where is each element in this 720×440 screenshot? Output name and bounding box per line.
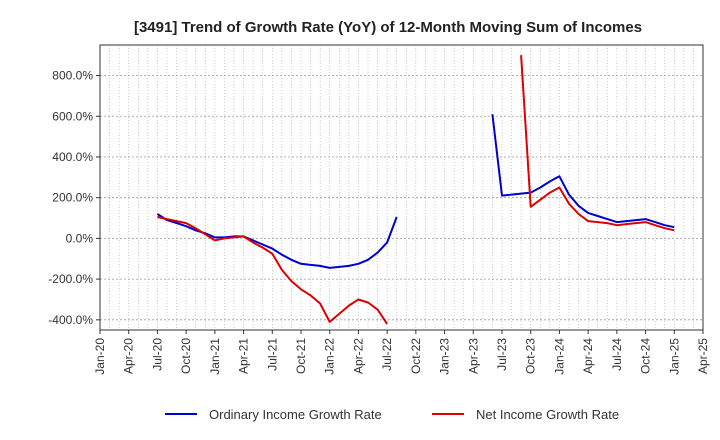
- x-tick-label: Jul-20: [150, 338, 164, 371]
- x-tick-label: Jan-24: [552, 338, 566, 375]
- series-line-1: [156, 213, 398, 269]
- legend: Ordinary Income Growth Rate Net Income Gr…: [165, 407, 619, 422]
- x-tick-label: Apr-23: [466, 338, 480, 374]
- x-tick-label: Jan-25: [667, 338, 681, 375]
- axes: -400.0% -200.0% 0.0% 200.0% 400.0% 600.0% 800.…: [48, 69, 710, 375]
- grid: [99, 45, 704, 330]
- x-tick-label: Oct-20: [179, 338, 193, 374]
- plot-frame: [99, 44, 704, 331]
- y-tick-label: 200.0%: [52, 191, 93, 205]
- series: [156, 55, 675, 325]
- x-tick-label: Jan-20: [93, 338, 107, 375]
- x-tick-label: Apr-25: [696, 338, 710, 374]
- series-line-1: [491, 114, 675, 229]
- y-tick-label: 600.0%: [52, 109, 93, 123]
- x-tick-label: Oct-22: [409, 338, 423, 374]
- x-tick-label: Apr-20: [122, 338, 136, 374]
- x-tick-label: Apr-21: [237, 338, 251, 374]
- x-tick-label: Jul-21: [265, 338, 279, 371]
- x-tick-label: Oct-24: [639, 338, 653, 374]
- y-tick-label: 400.0%: [52, 150, 93, 164]
- y-tick-label: 800.0%: [52, 69, 93, 83]
- series-line-2: [157, 216, 388, 325]
- x-tick-label: Apr-24: [581, 338, 595, 374]
- x-tick-label: Jan-23: [438, 338, 452, 375]
- x-tick-label: Jul-22: [380, 338, 394, 371]
- x-tick-label: Jul-23: [495, 338, 509, 371]
- legend-label-2: Net Income Growth Rate: [476, 407, 619, 422]
- x-tick-label: Apr-22: [351, 338, 365, 374]
- y-tick-label: 0.0%: [66, 231, 94, 245]
- legend-label-1: Ordinary Income Growth Rate: [209, 407, 382, 422]
- x-tick-label: Oct-23: [524, 338, 538, 374]
- series-line-2: [520, 55, 675, 232]
- x-tick-label: Jul-24: [610, 338, 624, 371]
- x-tick-label: Jan-22: [323, 338, 337, 375]
- y-tick-label: -400.0%: [48, 313, 93, 327]
- chart-title: [3491] Trend of Growth Rate (YoY) of 12-…: [134, 19, 642, 36]
- x-tick-label: Oct-21: [294, 338, 308, 374]
- y-tick-label: -200.0%: [48, 272, 93, 286]
- x-tick-label: Jan-21: [208, 338, 222, 375]
